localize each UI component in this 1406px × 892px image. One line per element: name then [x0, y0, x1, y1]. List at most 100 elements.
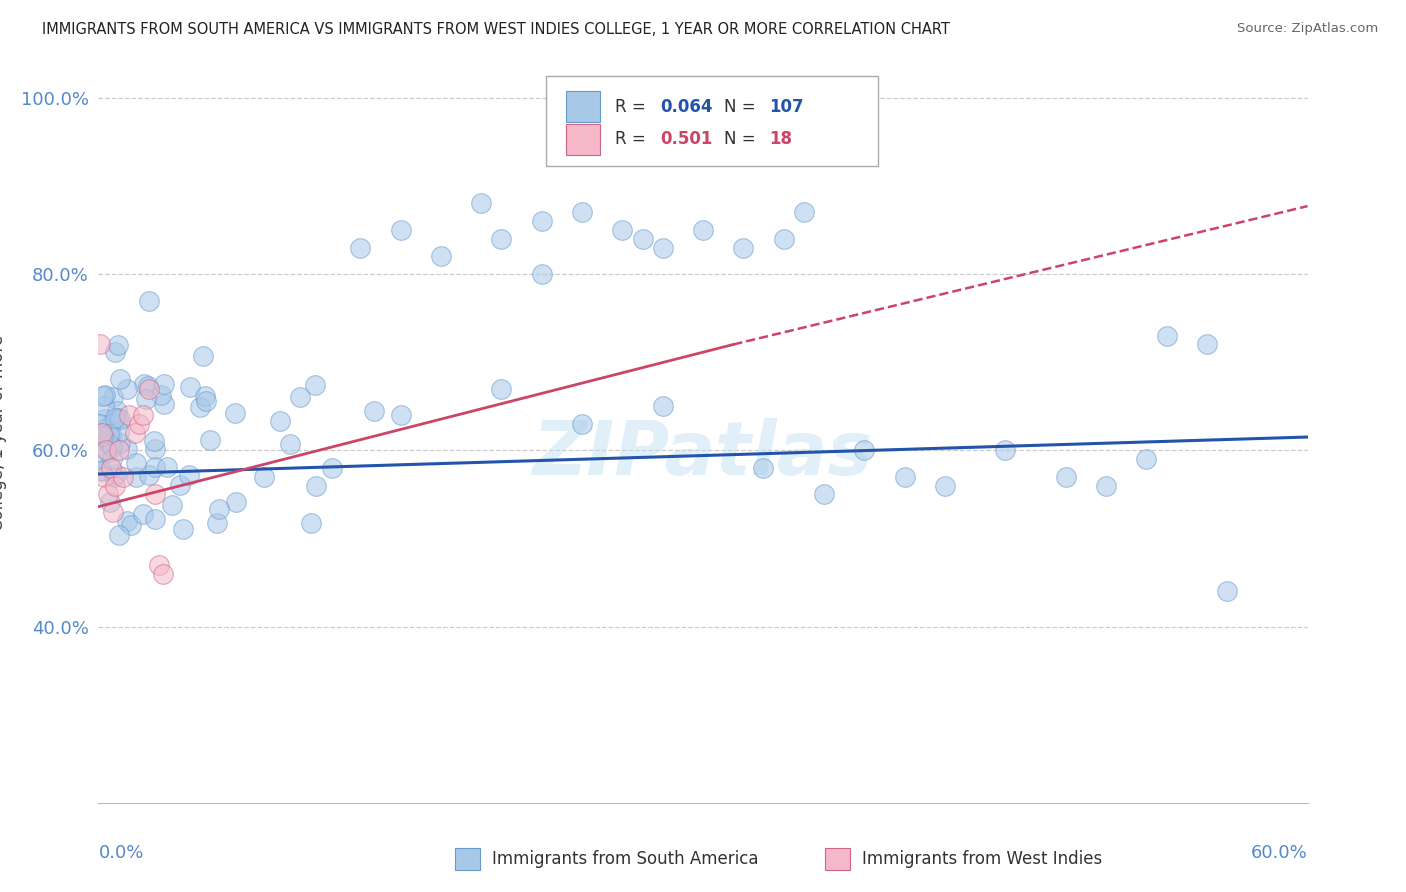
- Text: N =: N =: [724, 98, 761, 116]
- Point: [651, 399, 673, 413]
- Point: [128, 417, 150, 431]
- Point: [269, 414, 291, 428]
- Point: [631, 232, 654, 246]
- Point: [430, 249, 453, 263]
- Point: [179, 379, 201, 393]
- Point: [571, 417, 593, 431]
- Point: [193, 349, 215, 363]
- Point: [105, 467, 128, 481]
- Point: [108, 372, 131, 386]
- Point: [98, 437, 121, 451]
- Point: [389, 223, 412, 237]
- Point: [772, 232, 794, 246]
- Y-axis label: College, 1 year or more: College, 1 year or more: [0, 334, 7, 531]
- Point: [91, 389, 114, 403]
- Text: 18: 18: [769, 130, 793, 148]
- Point: [692, 223, 714, 237]
- Text: 107: 107: [769, 98, 804, 116]
- Text: 0.064: 0.064: [661, 98, 713, 116]
- Point: [893, 469, 915, 483]
- Point: [1135, 452, 1157, 467]
- Point: [89, 450, 111, 464]
- Point: [91, 425, 114, 440]
- Point: [115, 382, 138, 396]
- Point: [1216, 584, 1239, 599]
- Point: [304, 479, 326, 493]
- Bar: [456, 848, 479, 870]
- Point: [160, 498, 183, 512]
- Point: [89, 417, 111, 431]
- Point: [530, 214, 553, 228]
- Point: [132, 408, 155, 422]
- Point: [97, 445, 120, 459]
- Point: [125, 456, 148, 470]
- Point: [224, 406, 246, 420]
- Point: [470, 196, 492, 211]
- Point: [132, 376, 155, 391]
- Point: [90, 463, 112, 477]
- Point: [93, 412, 115, 426]
- Point: [138, 382, 160, 396]
- Point: [103, 470, 125, 484]
- Point: [107, 411, 129, 425]
- Bar: [567, 124, 600, 155]
- Point: [107, 338, 129, 352]
- Text: R =: R =: [614, 98, 651, 116]
- Point: [111, 469, 134, 483]
- Point: [205, 516, 228, 530]
- Point: [934, 478, 956, 492]
- Point: [90, 429, 112, 443]
- Point: [651, 240, 673, 255]
- Text: N =: N =: [724, 130, 761, 148]
- Point: [612, 223, 634, 237]
- Point: [101, 391, 124, 405]
- Point: [93, 429, 115, 443]
- Point: [89, 337, 111, 351]
- Point: [752, 461, 775, 475]
- Point: [138, 294, 160, 309]
- Point: [142, 434, 165, 448]
- Point: [253, 469, 276, 483]
- Point: [994, 443, 1017, 458]
- Point: [143, 487, 166, 501]
- Point: [143, 511, 166, 525]
- Bar: [567, 91, 600, 122]
- Text: Source: ZipAtlas.com: Source: ZipAtlas.com: [1237, 22, 1378, 36]
- Point: [94, 388, 117, 402]
- Point: [138, 468, 160, 483]
- Point: [143, 460, 166, 475]
- Point: [571, 205, 593, 219]
- Point: [120, 518, 142, 533]
- Point: [195, 393, 218, 408]
- Point: [389, 408, 412, 422]
- Point: [225, 495, 247, 509]
- Point: [97, 487, 120, 501]
- Point: [93, 469, 115, 483]
- Point: [143, 442, 166, 456]
- Point: [107, 443, 129, 458]
- Point: [1156, 328, 1178, 343]
- Text: IMMIGRANTS FROM SOUTH AMERICA VS IMMIGRANTS FROM WEST INDIES COLLEGE, 1 YEAR OR : IMMIGRANTS FROM SOUTH AMERICA VS IMMIGRA…: [42, 22, 950, 37]
- Text: 0.0%: 0.0%: [98, 844, 143, 862]
- Point: [103, 478, 125, 492]
- Point: [118, 408, 141, 422]
- Point: [105, 404, 128, 418]
- Point: [104, 411, 127, 425]
- Point: [94, 422, 117, 436]
- Point: [90, 464, 112, 478]
- Point: [108, 425, 131, 439]
- Point: [124, 425, 146, 440]
- Point: [132, 508, 155, 522]
- Point: [321, 460, 343, 475]
- Point: [115, 515, 138, 529]
- Point: [108, 528, 131, 542]
- Point: [1054, 469, 1077, 483]
- Point: [278, 437, 301, 451]
- Text: 60.0%: 60.0%: [1251, 844, 1308, 862]
- Point: [304, 377, 326, 392]
- Point: [288, 390, 311, 404]
- Point: [108, 411, 131, 425]
- Point: [1195, 337, 1218, 351]
- Point: [188, 400, 211, 414]
- Text: Immigrants from West Indies: Immigrants from West Indies: [862, 850, 1102, 868]
